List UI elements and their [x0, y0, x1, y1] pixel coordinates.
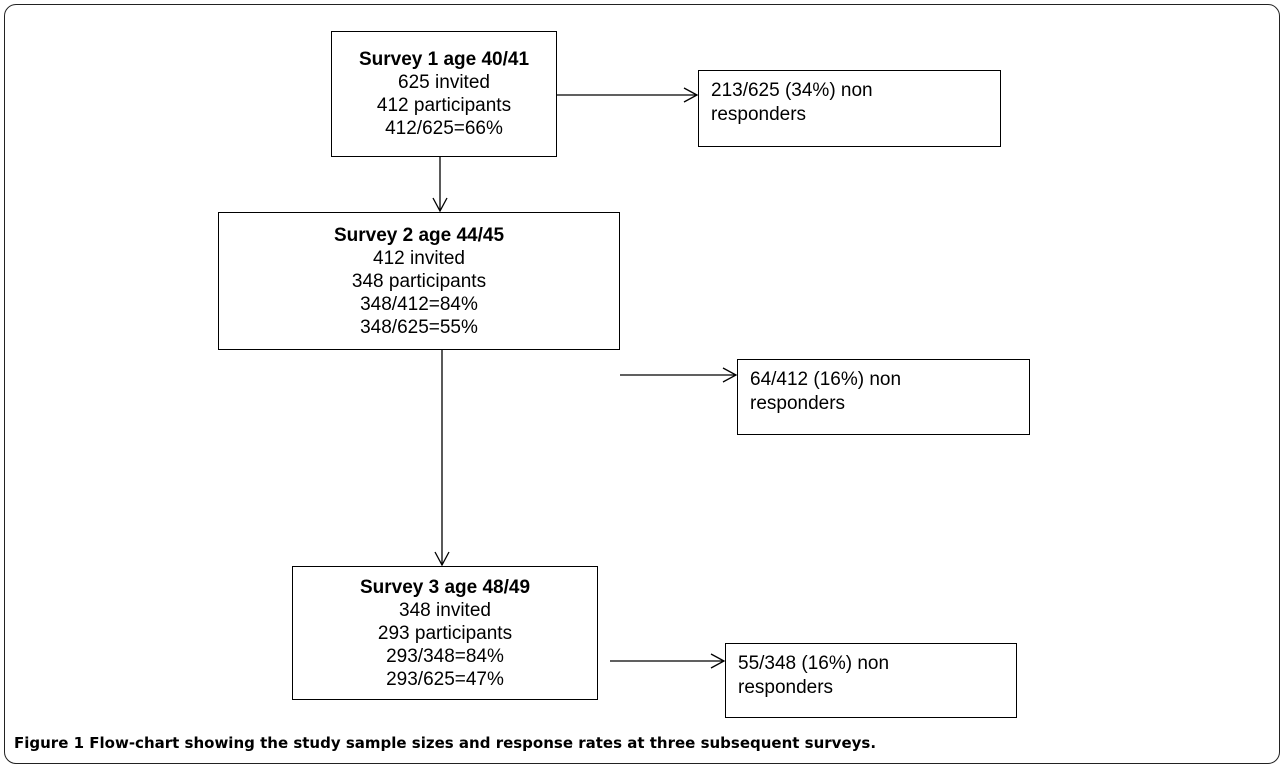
survey-3-invited: 348 invited: [399, 599, 491, 621]
survey-2-title: Survey 2 age 44/45: [333, 224, 505, 246]
survey-2-invited: 412 invited: [373, 247, 465, 269]
non-responders-2-box: 64/412 (16%) non responders: [737, 359, 1030, 435]
arrowhead-survey-1-to-non-responders: [683, 87, 699, 103]
arrowhead-survey-2-to-survey-3: [434, 551, 450, 567]
survey-2-participants: 348 participants: [351, 270, 487, 292]
survey-3-rate-of-invited: 293/348=84%: [386, 645, 504, 667]
survey-1-participants: 412 participants: [376, 95, 512, 116]
survey-2-rate-of-original: 348/625=55%: [360, 316, 478, 338]
caption-label: Figure 1: [14, 734, 85, 752]
non-responders-1-box: 213/625 (34%) non responders: [698, 70, 1001, 147]
survey-2-rate-of-invited: 348/412=84%: [360, 293, 478, 315]
figure-caption: Figure 1 Flow-chart showing the study sa…: [14, 734, 876, 752]
arrowhead-survey-3-to-non-responders: [710, 653, 726, 669]
survey-1-invited: 625 invited: [398, 72, 490, 93]
non-responders-2-line1: 64/412 (16%) non: [750, 369, 902, 390]
survey-1-title: Survey 1 age 40/41: [358, 49, 530, 70]
survey-3-participants: 293 participants: [377, 622, 513, 644]
non-responders-1-line1: 213/625 (34%) non: [711, 80, 873, 101]
non-responders-1-line2: responders: [711, 104, 807, 125]
non-responders-3-line1: 55/348 (16%) non: [738, 653, 890, 674]
arrowhead-survey-1-to-survey-2: [432, 197, 448, 213]
non-responders-3-box: 55/348 (16%) non responders: [725, 643, 1017, 718]
survey-1-rate: 412/625=66%: [385, 118, 503, 139]
survey-3-title: Survey 3 age 48/49: [359, 576, 531, 598]
figure-frame: [4, 4, 1280, 764]
non-responders-2-line2: responders: [750, 393, 846, 414]
survey-3-box: Survey 3 age 48/49 348 invited 293 parti…: [292, 566, 598, 700]
survey-3-rate-of-original: 293/625=47%: [386, 668, 504, 690]
survey-2-box: Survey 2 age 44/45 412 invited 348 parti…: [218, 212, 620, 350]
caption-text: Flow-chart showing the study sample size…: [89, 734, 877, 752]
arrowhead-survey-2-to-non-responders: [722, 367, 738, 383]
survey-1-box: Survey 1 age 40/41 625 invited 412 parti…: [331, 31, 557, 157]
non-responders-3-line2: responders: [738, 677, 834, 698]
